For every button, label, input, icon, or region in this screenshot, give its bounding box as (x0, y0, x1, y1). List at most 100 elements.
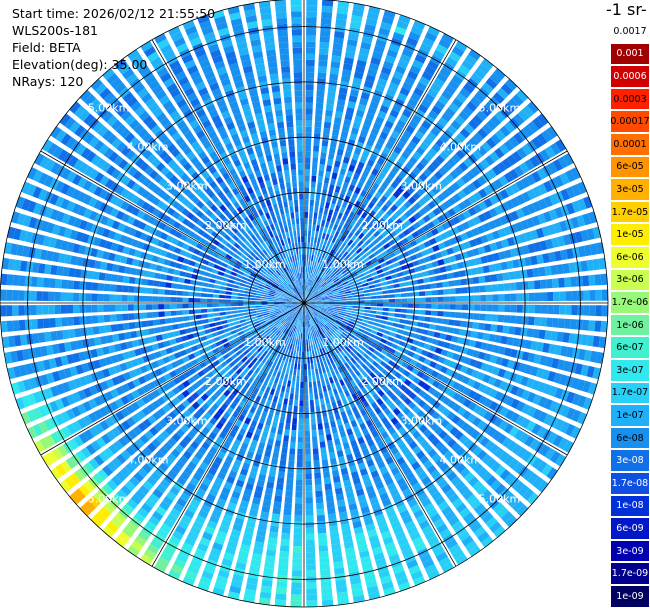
range-gate-cell (305, 126, 312, 133)
range-gate-cell (233, 281, 241, 286)
range-gate-cell (229, 326, 236, 331)
range-gate-cell (179, 270, 187, 277)
range-gate-cell (325, 289, 332, 293)
range-gate-cell (311, 288, 317, 294)
range-gate-cell (311, 175, 317, 182)
range-gate-cell (62, 329, 70, 340)
range-gate-cell (335, 154, 343, 162)
range-gate-cell (304, 351, 307, 358)
range-gate-cell (306, 35, 316, 42)
range-gate-cell (206, 333, 213, 340)
range-gate-cell (509, 282, 517, 291)
range-gate-cell (312, 375, 316, 382)
range-gate-cell (309, 286, 313, 293)
range-gate-cell (402, 190, 411, 199)
range-gate-cell (412, 339, 420, 346)
range-gate-cell (600, 320, 608, 333)
range-gate-cell (329, 395, 336, 403)
range-gate-cell (341, 201, 348, 209)
range-gate-cell (333, 37, 344, 45)
range-gate-cell (367, 242, 375, 249)
range-gate-cell (358, 260, 365, 267)
range-gate-cell (457, 189, 467, 200)
range-gate-cell (350, 316, 357, 320)
range-gate-cell (322, 304, 329, 306)
range-gate-cell (543, 383, 552, 395)
range-gate-cell (330, 141, 337, 149)
range-gate-cell (343, 318, 350, 323)
range-gate-cell (322, 273, 327, 280)
range-gate-cell (261, 298, 268, 301)
range-gate-cell (443, 341, 451, 349)
range-gate-cell (438, 166, 448, 176)
range-gate-cell (350, 226, 357, 234)
range-gate-cell (297, 339, 300, 346)
range-gate-cell (68, 329, 76, 339)
range-gate-cell (207, 313, 214, 318)
range-gate-cell (121, 285, 129, 293)
range-gate-cell (369, 288, 376, 292)
range-gate-cell (586, 335, 594, 347)
range-gate-cell (308, 230, 312, 237)
range-gate-cell (562, 263, 570, 274)
range-gate-cell (153, 280, 160, 287)
range-gate-cell (334, 231, 340, 238)
range-gate-cell (512, 235, 521, 245)
range-gate-cell (357, 195, 364, 203)
range-gate-cell (472, 350, 480, 358)
range-gate-cell (495, 129, 506, 141)
range-gate-cell (255, 307, 262, 311)
range-gate-cell (498, 251, 506, 260)
range-gate-cell (416, 187, 426, 197)
range-gate-cell (249, 308, 256, 312)
range-gate-cell (492, 304, 499, 312)
range-gate-cell (160, 326, 167, 333)
range-gate-cell (325, 261, 331, 268)
range-gate-cell (307, 285, 311, 292)
range-gate-cell (304, 272, 306, 279)
range-gate-cell (314, 472, 322, 479)
range-gate-cell (505, 186, 515, 197)
range-gate-cell (445, 174, 455, 184)
range-gate-cell (516, 401, 526, 412)
range-gate-cell (418, 208, 427, 217)
range-gate-cell (386, 88, 397, 97)
range-gate-cell (351, 273, 358, 278)
range-gate-cell (299, 345, 302, 352)
range-gate-cell (381, 230, 389, 238)
range-gate-cell (311, 344, 314, 351)
range-gate-cell (304, 211, 309, 218)
range-gate-cell (360, 322, 368, 327)
range-gate-cell (346, 246, 353, 253)
range-gate-cell (586, 259, 594, 271)
range-gate-cell (376, 307, 383, 311)
range-gate-cell (315, 269, 319, 276)
range-gate-cell (276, 483, 284, 491)
range-gate-cell (592, 335, 600, 348)
range-gate-cell (148, 328, 156, 335)
range-gate-cell (372, 326, 379, 331)
range-gate-cell (227, 322, 235, 327)
range-gate-cell (382, 307, 389, 312)
range-gate-cell (294, 344, 297, 351)
range-gate-cell (524, 256, 532, 267)
range-gate-cell (341, 162, 348, 170)
range-gate-cell (310, 303, 317, 305)
range-gate-cell (6, 320, 14, 332)
range-gate-cell (424, 316, 431, 322)
range-gate-cell (502, 325, 510, 334)
range-gate-cell (378, 172, 386, 180)
range-gate-cell (142, 329, 150, 336)
range-gate-cell (419, 310, 426, 315)
range-gate-cell (464, 123, 475, 134)
range-gate-cell (344, 51, 356, 59)
range-gate-cell (435, 325, 442, 331)
range-gate-cell (317, 250, 321, 257)
range-gate-cell (312, 350, 315, 357)
range-gate-cell (219, 294, 226, 299)
range-gate-cell (417, 322, 424, 328)
range-gate-cell (422, 37, 435, 48)
range-gate-cell (283, 361, 288, 368)
range-gate-cell (79, 293, 86, 302)
range-gate-cell (393, 261, 401, 268)
